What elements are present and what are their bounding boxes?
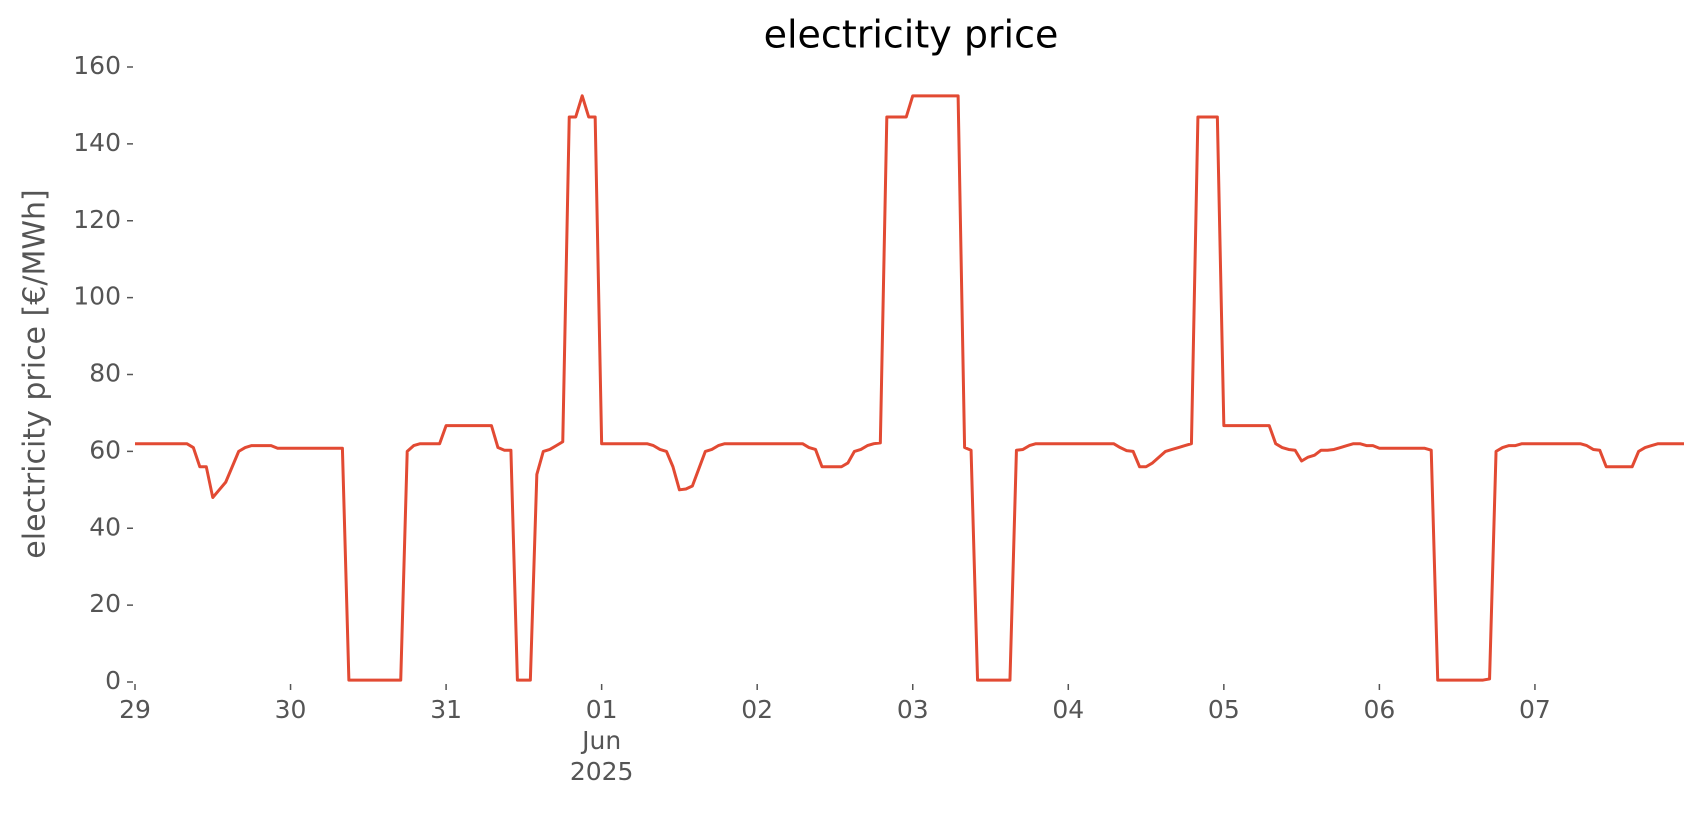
- x-tick-label: 05: [1208, 695, 1240, 724]
- x-tick-label: 04: [1052, 695, 1084, 724]
- x-tick-label: 30: [275, 695, 307, 724]
- y-tick-label: 20: [89, 589, 121, 618]
- y-axis-label: electricity price [€/MWh]: [18, 189, 53, 558]
- y-tick-label: 100: [73, 282, 121, 311]
- x-tick-label: 03: [897, 695, 929, 724]
- x-tick-label: 01 Jun 2025: [570, 695, 634, 786]
- y-tick-label: 80: [89, 359, 121, 388]
- x-tick-label: 31: [430, 695, 462, 724]
- y-tick-label: 120: [73, 205, 121, 234]
- chart-title: electricity price: [764, 13, 1059, 57]
- y-tick-label: 60: [89, 435, 121, 464]
- y-tick-label: 140: [73, 128, 121, 157]
- y-tick-label: 40: [89, 512, 121, 541]
- x-tick-label: 06: [1363, 695, 1395, 724]
- x-tick-label: 29: [119, 695, 151, 724]
- y-tick-label: 160: [73, 51, 121, 80]
- x-tick-label: 07: [1519, 695, 1551, 724]
- x-tick-label: 02: [741, 695, 773, 724]
- y-tick-label: 0: [105, 666, 121, 695]
- price-line: [135, 94, 1684, 682]
